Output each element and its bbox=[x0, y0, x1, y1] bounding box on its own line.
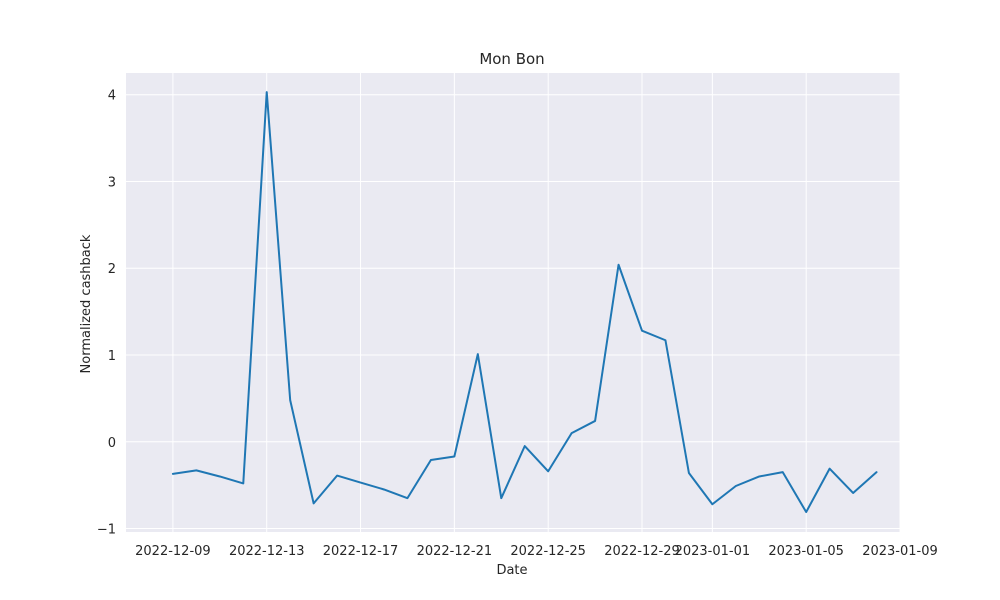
data-point bbox=[592, 418, 598, 424]
series-line bbox=[171, 91, 878, 514]
data-point bbox=[404, 495, 410, 501]
data-point bbox=[874, 469, 880, 475]
data-point bbox=[733, 483, 739, 489]
data-point bbox=[217, 473, 223, 479]
x-tick-label: 2022-12-25 bbox=[510, 544, 586, 559]
chart-title: Mon Bon bbox=[479, 50, 544, 68]
data-point bbox=[545, 468, 551, 474]
x-tick-label: 2022-12-29 bbox=[604, 544, 680, 559]
data-point bbox=[686, 470, 692, 476]
tick-layer: 2022-12-09 2022-12-13 2022-12-17 2022-12-21… bbox=[97, 89, 938, 559]
data-point bbox=[264, 89, 270, 95]
data-point bbox=[287, 397, 293, 403]
data-point bbox=[803, 509, 809, 515]
grid bbox=[126, 73, 901, 532]
y-tick-label: 4 bbox=[108, 89, 116, 104]
x-tick-label: 2022-12-09 bbox=[135, 544, 211, 559]
data-point bbox=[381, 486, 387, 492]
data-point bbox=[475, 351, 481, 357]
data-point bbox=[639, 328, 645, 334]
data-point bbox=[240, 480, 246, 486]
x-tick-label: 2023-01-09 bbox=[862, 544, 938, 559]
x-tick-label: 2022-12-13 bbox=[229, 544, 305, 559]
y-tick-label: 0 bbox=[108, 436, 116, 451]
data-point bbox=[780, 469, 786, 475]
x-tick-label: 2023-01-01 bbox=[675, 544, 751, 559]
y-tick-label: −1 bbox=[97, 523, 116, 538]
y-tick-label: 1 bbox=[108, 349, 116, 364]
data-point bbox=[451, 454, 457, 460]
data-point bbox=[193, 467, 199, 473]
data-point bbox=[850, 490, 856, 496]
data-point bbox=[498, 495, 504, 501]
x-tick-label: 2023-01-05 bbox=[768, 544, 844, 559]
data-point bbox=[709, 501, 715, 507]
data-point bbox=[428, 457, 434, 463]
y-tick-label: 2 bbox=[108, 262, 116, 277]
data-point bbox=[334, 473, 340, 479]
data-point bbox=[311, 500, 317, 506]
y-axis-label: Normalized cashback bbox=[79, 234, 94, 373]
data-point bbox=[756, 473, 762, 479]
x-tick-label: 2022-12-17 bbox=[323, 544, 399, 559]
data-point bbox=[170, 471, 176, 477]
data-point bbox=[827, 466, 833, 472]
data-point bbox=[522, 443, 528, 449]
y-tick-label: 3 bbox=[108, 175, 116, 190]
data-point bbox=[569, 430, 575, 436]
x-axis-label: Date bbox=[496, 563, 527, 578]
data-point bbox=[358, 480, 364, 486]
x-tick-label: 2022-12-21 bbox=[417, 544, 493, 559]
data-point bbox=[662, 337, 668, 343]
plot-area bbox=[126, 73, 900, 532]
data-point bbox=[616, 262, 622, 268]
series-layer bbox=[170, 89, 880, 515]
